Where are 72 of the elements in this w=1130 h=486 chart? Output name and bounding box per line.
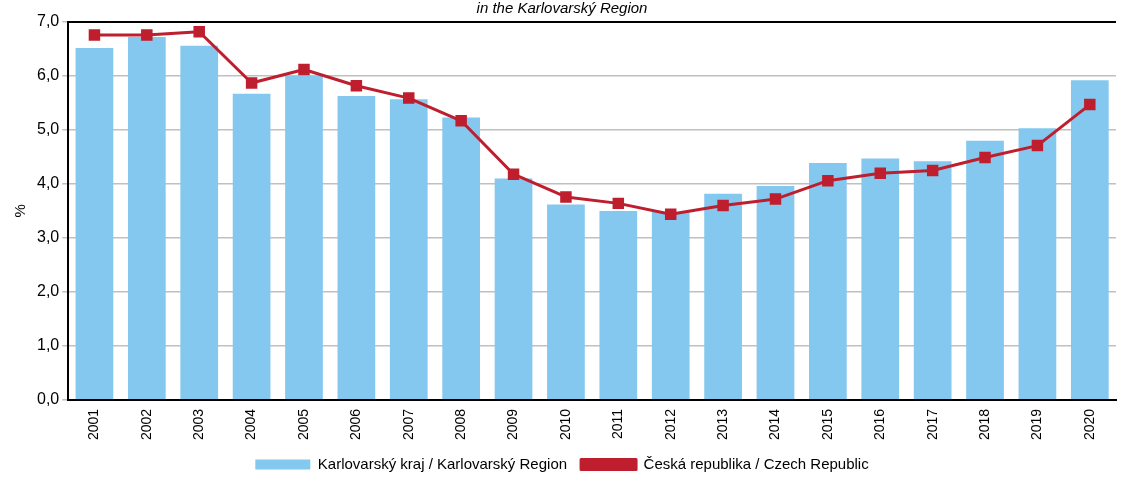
y-tick-label: 2,0 [36, 282, 60, 300]
x-tick-label: 2014 [766, 408, 783, 441]
point [1031, 139, 1044, 152]
x-tick-label: 2015 [818, 408, 835, 441]
bar [337, 95, 376, 400]
legend-label: Česká republika / Czech Republic [643, 454, 870, 472]
x-tick-label: 2010 [556, 408, 573, 441]
x-tick-label: 2011 [609, 408, 626, 439]
bar [180, 45, 219, 400]
bar [75, 47, 114, 400]
point [350, 79, 363, 92]
bar [127, 37, 166, 400]
y-tick-label: 4,0 [36, 174, 60, 192]
point [245, 77, 258, 89]
legend-label: Karlovarský kraj / Karlovarský Region [317, 454, 568, 472]
y-tick-label: 5,0 [36, 120, 60, 138]
point [560, 191, 572, 203]
point [717, 199, 729, 212]
point [507, 168, 520, 180]
bar [861, 158, 900, 400]
x-tick-label: 2018 [975, 408, 992, 441]
x-tick-label: 2002 [137, 408, 154, 441]
x-tick-label: 2016 [871, 408, 888, 441]
x-tick-label: 2004 [242, 408, 259, 441]
bar [442, 117, 481, 400]
x-tick-label: 2008 [452, 408, 469, 441]
y-tick-label: 0,0 [36, 390, 60, 408]
x-tick-label: 2013 [713, 408, 730, 441]
y-tick-label: 3,0 [36, 228, 60, 246]
bar [913, 161, 952, 400]
point [193, 25, 205, 38]
x-tick-label: 2005 [294, 408, 311, 441]
point [141, 29, 153, 41]
point [926, 164, 939, 177]
bar [809, 162, 847, 400]
bar [704, 193, 742, 400]
x-tick-label: 2009 [504, 408, 521, 441]
point [664, 208, 677, 220]
y-tick-label: 1,0 [36, 336, 60, 354]
bar [547, 204, 585, 400]
bar [599, 210, 638, 400]
point [769, 193, 782, 205]
x-tick-label: 2012 [661, 408, 678, 441]
x-tick-label: 2019 [1028, 408, 1045, 441]
bar [651, 212, 690, 400]
chart-title: in the Karlovarský Region [476, 0, 648, 17]
x-tick-label: 2001 [85, 408, 102, 441]
point [455, 115, 467, 127]
bar [756, 186, 795, 400]
bar [494, 178, 533, 400]
bar [389, 99, 428, 400]
x-tick-label: 2003 [190, 408, 207, 441]
y-axis-title: % [11, 204, 29, 218]
point [822, 174, 834, 187]
point [403, 92, 415, 104]
bar [232, 93, 271, 400]
y-tick-label: 7,0 [36, 12, 60, 30]
x-tick-label: 2007 [399, 408, 416, 441]
x-tick-label: 2017 [923, 408, 940, 441]
bar [285, 75, 323, 400]
bar [966, 140, 1004, 400]
x-tick-label: 2020 [1080, 408, 1097, 441]
point [612, 197, 625, 210]
bar [1070, 80, 1109, 400]
bar [1018, 128, 1057, 400]
point [979, 151, 991, 164]
point [298, 63, 310, 76]
point [88, 29, 101, 41]
x-tick-label: 2006 [347, 408, 364, 441]
point [1084, 98, 1096, 111]
point [874, 167, 886, 179]
y-tick-label: 6,0 [36, 66, 60, 84]
